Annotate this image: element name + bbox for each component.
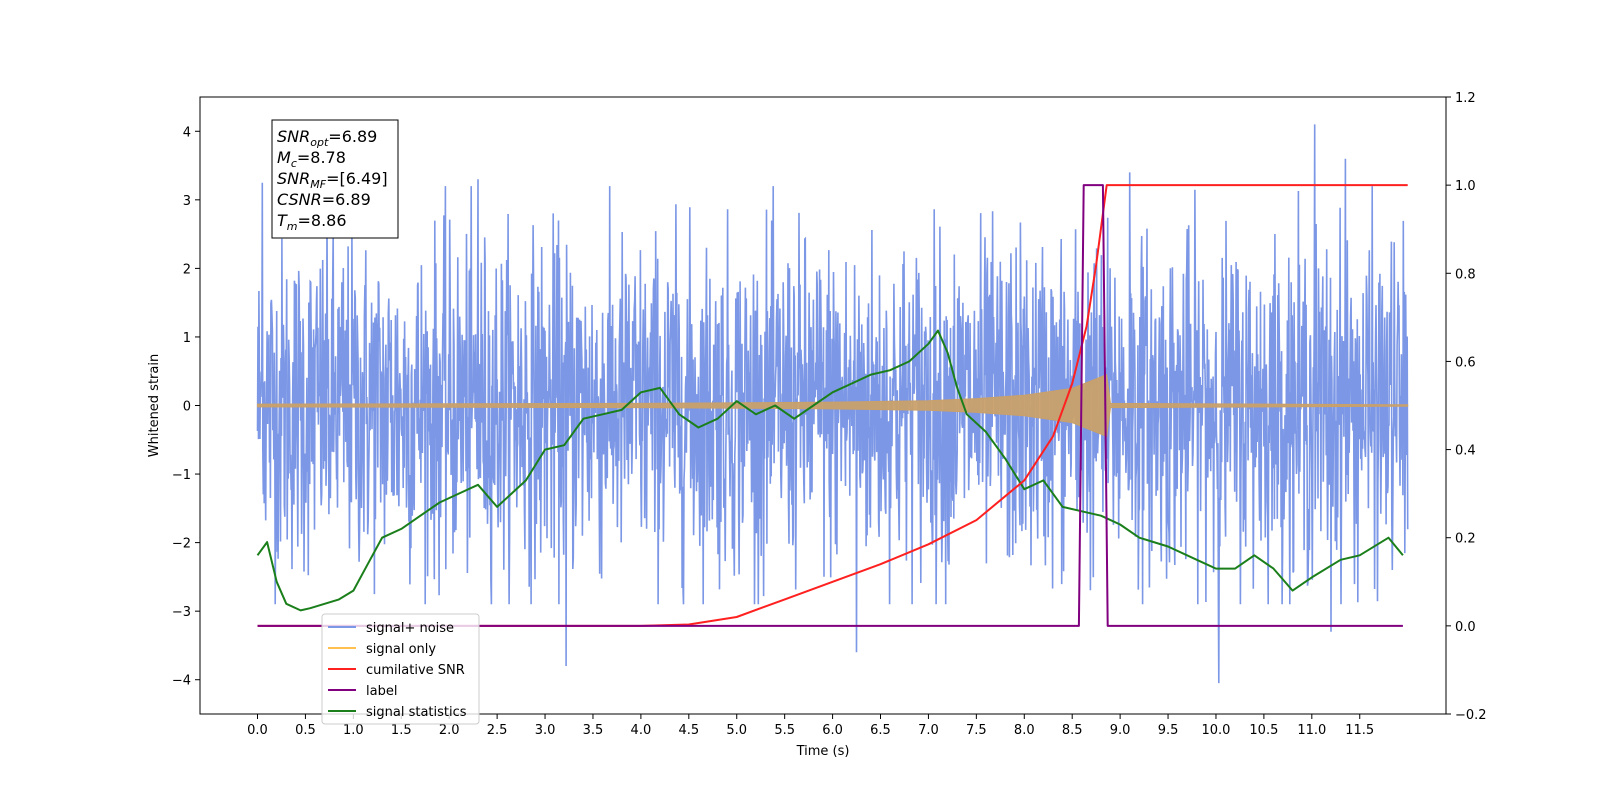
x-tick-label: 7.5	[966, 723, 987, 738]
y2-tick-label: 0.0	[1455, 620, 1476, 635]
legend-label: label	[366, 684, 397, 699]
y-axis-label: Whitened strain	[147, 354, 162, 457]
line-series-group	[256, 184, 1408, 627]
x-tick-label: 4.0	[631, 723, 652, 738]
x-tick-label: 6.5	[870, 723, 891, 738]
y2-tick-label: 0.4	[1455, 444, 1476, 459]
legend-label: signal+ noise	[366, 621, 454, 636]
x-tick-label: 0.0	[247, 723, 268, 738]
y-tick-label: −4	[172, 674, 191, 689]
x-tick-label: 11.0	[1297, 723, 1326, 738]
x-tick-label: 9.5	[1158, 723, 1179, 738]
signal-only-series	[257, 373, 1409, 438]
x-tick-label: 3.0	[535, 723, 556, 738]
info-line: Mc=8.78	[277, 148, 346, 170]
legend-label: cumilative SNR	[366, 663, 465, 678]
x-tick-label: 4.5	[678, 723, 699, 738]
signal-noise-series	[256, 124, 1409, 684]
axis-ticks: 0.0 0.5 1.0 1.5 2.0 2.5 3.0 3.5 4.0 4.5 5.0 5.5 6.0 6…	[172, 91, 1487, 738]
x-tick-label: 2.0	[439, 723, 460, 738]
x-tick-label: 3.5	[583, 723, 604, 738]
y2-tick-label: 1.2	[1455, 91, 1476, 106]
x-tick-label: 9.0	[1110, 723, 1131, 738]
x-tick-label: 0.5	[295, 723, 316, 738]
y-tick-label: 0	[183, 400, 191, 415]
y-tick-label: 3	[183, 194, 191, 209]
x-tick-label: 8.5	[1062, 723, 1083, 738]
x-tick-label: 8.0	[1014, 723, 1035, 738]
info-line: CSNR=6.89	[277, 190, 371, 209]
x-tick-label: 11.5	[1345, 723, 1374, 738]
legend-label: signal only	[366, 642, 436, 657]
y2-tick-label: 0.2	[1455, 532, 1476, 547]
cumulative-snr-line	[257, 184, 1408, 627]
label-line	[257, 184, 1403, 627]
x-tick-label: 6.0	[822, 723, 843, 738]
x-tick-label: 10.0	[1201, 723, 1230, 738]
y-tick-label: −3	[172, 605, 191, 620]
info-line: Tm=8.86	[277, 211, 347, 233]
info-box-frame	[271, 119, 399, 239]
legend: signal+ noise signal only cumilative SNR la…	[321, 613, 480, 725]
x-tick-label: 1.5	[391, 723, 412, 738]
y2-tick-label: 1.0	[1455, 179, 1476, 194]
y-tick-label: 2	[183, 262, 191, 277]
x-tick-label: 2.5	[487, 723, 508, 738]
y2-tick-label: 0.8	[1455, 267, 1476, 282]
x-tick-label: 5.0	[726, 723, 747, 738]
x-axis-label: Time (s)	[796, 744, 850, 759]
info-line: SNRMF=[6.49]	[277, 169, 388, 191]
info-line: SNRopt=6.89	[277, 127, 377, 149]
legend-box	[321, 613, 480, 725]
y2-tick-label: −0.2	[1455, 708, 1487, 723]
signal-statistics-line	[256, 329, 1404, 612]
x-tick-label: 5.5	[774, 723, 795, 738]
y-tick-label: −2	[172, 537, 191, 552]
signal-only-envelope	[257, 373, 1409, 438]
y-tick-label: 1	[183, 331, 191, 346]
y2-tick-label: 0.6	[1455, 355, 1476, 370]
x-tick-label: 10.5	[1249, 723, 1278, 738]
x-tick-label: 7.0	[918, 723, 939, 738]
y-tick-label: −1	[172, 468, 191, 483]
y-tick-label: 4	[183, 125, 191, 140]
signal-noise-line	[256, 124, 1409, 684]
x-tick-label: 1.0	[343, 723, 364, 738]
legend-label: signal statistics	[366, 705, 467, 720]
